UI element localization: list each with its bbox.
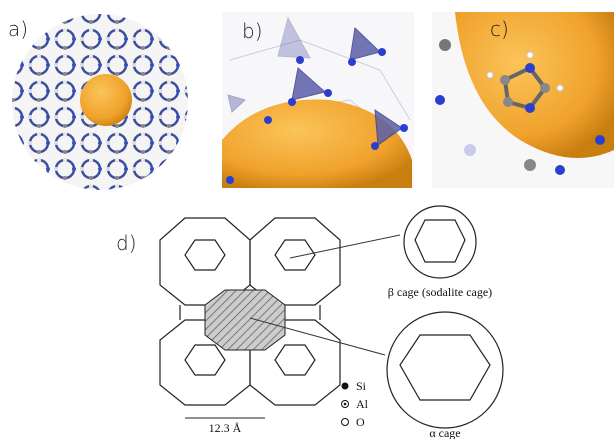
arrow — [290, 235, 400, 258]
legend-symbol — [342, 383, 349, 390]
beta-cage-drawing — [404, 206, 476, 278]
alpha-cage-hatch — [205, 290, 285, 350]
panel-label: b) — [242, 19, 263, 43]
alpha-cage-label: α cage — [429, 426, 460, 439]
beta-cage-label: β cage (sodalite cage) — [388, 285, 492, 299]
legend-label: Si — [356, 379, 367, 393]
panel-label: d) — [116, 231, 137, 255]
panel-b: b) — [222, 12, 414, 188]
legend-label: O — [356, 415, 365, 429]
sphere — [80, 74, 132, 126]
panel-a: a) — [8, 14, 188, 190]
legend-symbol — [342, 419, 349, 426]
panel-label: c) — [490, 17, 509, 41]
alpha-cage-drawing — [387, 312, 503, 428]
dimension-label: 12.3 Å — [209, 421, 242, 435]
panel-label: a) — [8, 17, 28, 41]
panel-c: c) — [432, 12, 614, 188]
panel-d: d) 12.3 Å β cage (sodalite cage) α ca — [116, 206, 503, 439]
legend-symbol — [344, 403, 347, 406]
legend-label: Al — [356, 397, 369, 411]
legend: Si Al O — [342, 379, 369, 429]
figure: a) b) c) — [0, 0, 614, 439]
